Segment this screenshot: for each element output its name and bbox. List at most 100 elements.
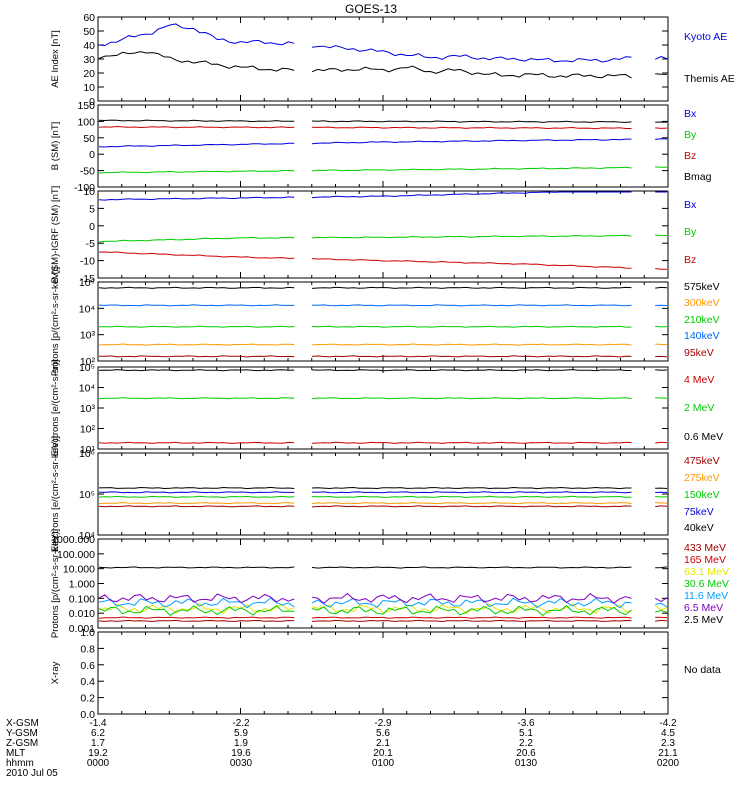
- series-line-30-6-mev: [98, 605, 668, 617]
- y-tick-label: -100: [74, 182, 95, 194]
- legend-entry: 165 MeV: [684, 554, 726, 566]
- y-tick-label: 0.4: [80, 676, 95, 688]
- y-tick-label: 50: [83, 26, 95, 38]
- y-axis-label: B (SM) [nT]: [50, 122, 61, 171]
- x-tick-label: 20.1: [373, 748, 393, 759]
- y-axis-label: B (SM)-IGRF (SM) [nT]: [50, 186, 61, 284]
- y-tick-label: 20: [83, 68, 95, 80]
- y-tick-label: 10.000: [63, 564, 95, 576]
- legend-entry: By: [684, 129, 697, 141]
- y-tick-label: 10: [83, 186, 95, 198]
- panel-7: 0.001 0.010 0.100 1.000 10.000 100.000 1000.00…: [50, 529, 729, 638]
- legend-entry: Bz: [684, 150, 696, 162]
- y-tick-label: 10⁴: [79, 530, 95, 542]
- panel-3: -15 -10 -5 0 5 10 B (SM)-IGRF (SM) [nT] Bx By Bz: [50, 186, 697, 285]
- series-line-150kev: [98, 495, 668, 499]
- x-tick-label: 5.6: [376, 728, 390, 739]
- legend-entry: Bx: [684, 108, 697, 120]
- series-line-kyoto-ae: [98, 23, 668, 63]
- y-tick-label: 30: [83, 54, 95, 66]
- legend-entry: 63.1 MeV: [684, 566, 729, 578]
- x-tick-label: -1.4: [89, 718, 107, 729]
- y-tick-label: 0.0: [80, 709, 95, 721]
- y-tick-label: 10⁵: [79, 489, 95, 501]
- panel-frame: [97, 366, 669, 450]
- series-line-165-mev: [98, 616, 668, 619]
- y-tick-label: 0.010: [69, 608, 95, 620]
- series-line-bmag: [98, 119, 668, 123]
- x-tick-label: 1.7: [91, 738, 105, 749]
- x-tick-label: 1.9: [234, 738, 248, 749]
- x-tick-label: -2.9: [374, 718, 392, 729]
- panel-6: 10⁴ 10⁵ 10⁶ Electrons [e/(cm²-s-sr-keV)] 475…: [50, 436, 720, 552]
- x-tick-label: 20.6: [516, 748, 536, 759]
- y-tick-label: 10⁴: [79, 383, 95, 395]
- y-tick-label: 10⁴: [79, 303, 95, 315]
- y-tick-label: 10⁶: [79, 448, 95, 460]
- legend-entry: 4 MeV: [684, 374, 714, 386]
- y-tick-label: -10: [80, 256, 95, 268]
- y-tick-label: -5: [86, 238, 95, 250]
- x-tick-label: 0130: [515, 758, 538, 769]
- panel-1: 0 10 20 30 40 50 60 AE Index [nT] Kyoto AE Themis…: [50, 12, 735, 108]
- y-tick-label: 0.001: [69, 623, 95, 635]
- panel-2: -100 -50 0 50 100 150 B (SM) [nT] Bx By Bz Bmag: [50, 100, 712, 194]
- x-tick-label: 2.2: [519, 738, 533, 749]
- y-tick-label: 1.0: [80, 627, 95, 639]
- y-tick-label: 0.6: [80, 660, 95, 672]
- y-tick-label: 10³: [80, 403, 96, 415]
- legend-entry: 475keV: [684, 455, 720, 467]
- y-tick-label: 0.2: [80, 693, 95, 705]
- panel-4: 10² 10³ 10⁴ 10⁵ Protons [p/(cm²-s-sr-keV)] 57…: [50, 267, 720, 376]
- series-line-bz: [98, 125, 668, 130]
- x-tick-label: -4.2: [659, 718, 677, 729]
- y-tick-label: 10³: [80, 330, 96, 342]
- legend-entry: Bmag: [684, 171, 712, 183]
- series-line-bx: [98, 191, 667, 201]
- legend-entry: 2.5 MeV: [684, 614, 723, 626]
- legend-entry: 30.6 MeV: [684, 578, 729, 590]
- x-tick-label: 0030: [230, 758, 253, 769]
- axis-row-label: 2010 Jul 05: [6, 768, 58, 779]
- x-tick-label: 6.2: [91, 728, 105, 739]
- y-tick-label: 0.8: [80, 643, 95, 655]
- series-line-11-6-mev: [98, 597, 668, 609]
- x-tick-label: 19.6: [231, 748, 251, 759]
- y-tick-label: 40: [83, 40, 95, 52]
- series-line-300kev: [98, 343, 668, 346]
- y-tick-label: 150: [77, 100, 95, 112]
- legend-entry: 140keV: [684, 330, 720, 342]
- y-tick-label: 0: [89, 96, 95, 108]
- axis-row-label: hhmm: [6, 758, 34, 769]
- series-line-210kev: [98, 325, 668, 328]
- y-tick-label: 0.100: [69, 593, 95, 605]
- series-line-433-mev: [98, 619, 668, 623]
- legend-entry: 433 MeV: [684, 542, 726, 554]
- y-tick-label: 10⁵: [79, 277, 95, 289]
- series-line-bx: [98, 138, 668, 148]
- legend-entry: 11.6 MeV: [684, 590, 728, 602]
- legend-entry: Kyoto AE: [684, 31, 727, 43]
- y-axis-label: Protons [p/(cm²-s-sr-keV)]: [50, 529, 61, 638]
- x-tick-label: 21.1: [658, 748, 678, 759]
- y-tick-label: 0: [89, 149, 95, 161]
- panel-8: 0.0 0.2 0.4 0.6 0.8 1.0 X-ray No data: [50, 627, 721, 721]
- y-tick-label: 1000.000: [51, 534, 95, 546]
- axis-row-label: Z-GSM: [6, 738, 38, 749]
- series-line-by: [98, 234, 668, 243]
- y-tick-label: 60: [83, 12, 95, 24]
- series-line-575kev: [98, 286, 668, 289]
- y-tick-label: 10²: [80, 424, 96, 436]
- legend-entry: 6.5 MeV: [684, 602, 723, 614]
- x-tick-label: -2.2: [232, 718, 250, 729]
- axis-row-label: X-GSM: [6, 718, 39, 729]
- y-axis-label: Electrons [e/(cm²-s-sr)]: [50, 360, 61, 457]
- panel-frame: [97, 631, 669, 715]
- series-line-6-5-mev: [98, 592, 668, 604]
- legend-entry: By: [684, 226, 697, 238]
- y-axis-label: Protons [p/(cm²-s-sr-keV)]: [50, 267, 61, 376]
- x-tick-label: 2.1: [376, 738, 390, 749]
- x-tick-label: 5.9: [234, 728, 248, 739]
- x-tick-label: -3.6: [517, 718, 535, 729]
- x-tick-label: 4.5: [661, 728, 675, 739]
